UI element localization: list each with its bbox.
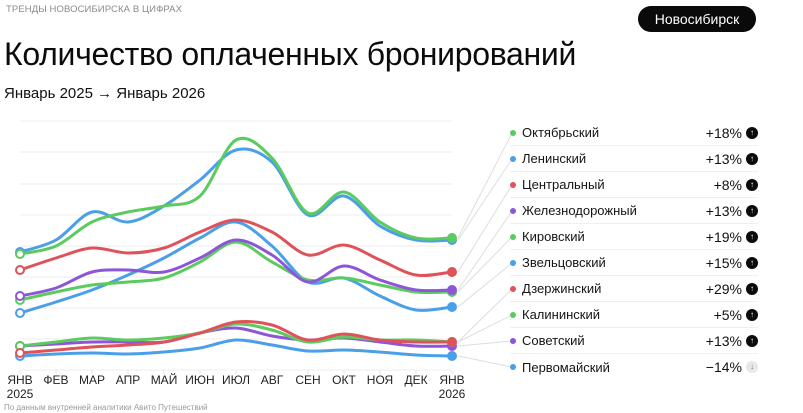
series-end-point xyxy=(447,285,457,295)
series-line xyxy=(18,136,454,256)
legend-item: Звельцовский +15% ↑ xyxy=(510,250,758,276)
legend-district-name: Ленинский xyxy=(522,151,587,166)
x-axis-label: ДЕК xyxy=(404,373,428,387)
legend-change-value: +13% xyxy=(705,332,742,349)
series-line xyxy=(18,218,454,277)
series-start-point xyxy=(15,348,25,358)
x-axis-label: АВГ xyxy=(260,373,284,387)
legend-color-dot xyxy=(510,311,516,318)
legend-item: Ленинский +13% ↑ xyxy=(510,146,758,172)
legend-connectors xyxy=(457,132,513,368)
page-title: Количество оплаченных бронирований xyxy=(4,36,577,72)
legend-color-dot xyxy=(510,181,516,188)
arrow-up-icon: ↑ xyxy=(746,178,758,191)
series-end-point xyxy=(447,233,457,243)
x-axis-label: ИЮН xyxy=(185,373,215,387)
legend-change-value: +8% xyxy=(713,176,742,193)
legend-item: Октябрьский +18% ↑ xyxy=(510,120,758,146)
legend-color-dot xyxy=(510,233,516,240)
x-axis-label: ОКТ xyxy=(332,373,356,387)
legend-color-dot xyxy=(510,155,516,162)
x-axis-label: АПР xyxy=(115,373,141,387)
legend-item: Советский +13% ↑ xyxy=(510,328,758,354)
city-selector-button[interactable]: Новосибирск xyxy=(638,6,756,32)
legend-item: Калининский +5% ↑ xyxy=(510,302,758,328)
arrow-up-icon: ↑ xyxy=(746,126,758,139)
arrow-down-icon: ↓ xyxy=(746,361,758,373)
legend-change-value: +13% xyxy=(705,150,742,167)
x-axis-ticks xyxy=(19,370,453,374)
legend-change-value: +19% xyxy=(705,228,742,245)
legend-district-name: Дзержинский xyxy=(522,281,602,296)
legend-district-name: Советский xyxy=(522,333,585,348)
series-end-point xyxy=(447,302,457,312)
legend-color-dot xyxy=(510,337,516,344)
x-axis-label: МАР xyxy=(78,373,105,387)
series-line xyxy=(18,147,454,254)
x-axis-label: ЯНВ 2025 xyxy=(6,373,34,401)
series-line xyxy=(18,319,454,355)
legend-color-dot xyxy=(510,364,516,370)
x-axis-label: ФЕВ xyxy=(43,373,69,387)
legend-district-name: Кировский xyxy=(522,229,585,244)
chart-series-lines xyxy=(18,136,454,358)
series-line xyxy=(18,240,454,302)
series-line xyxy=(18,238,454,298)
arrow-up-icon: ↑ xyxy=(746,204,758,217)
legend-district-name: Октябрьский xyxy=(522,125,600,140)
legend-item: Дзержинский +29% ↑ xyxy=(510,276,758,302)
legend-district-name: Центральный xyxy=(522,177,605,192)
arrow-up-icon: ↑ xyxy=(746,152,758,165)
x-axis-label: МАЙ xyxy=(150,373,178,387)
kicker-label: ТРЕНДЫ НОВОСИБИРСКА В ЦИФРАХ xyxy=(6,4,183,15)
arrow-up-icon: ↑ xyxy=(746,230,758,243)
series-line xyxy=(18,326,454,348)
x-axis-label: ЯНВ 2026 xyxy=(438,373,466,401)
legend-color-dot xyxy=(510,285,516,292)
series-start-point xyxy=(15,291,25,301)
series-start-point xyxy=(15,308,25,318)
series-line xyxy=(18,220,454,315)
legend-change-value: +15% xyxy=(705,254,742,271)
legend-district-name: Железнодорожный xyxy=(522,203,637,218)
arrow-up-icon: ↑ xyxy=(746,282,758,295)
legend-item: Кировский +19% ↑ xyxy=(510,224,758,250)
series-start-point xyxy=(15,249,25,259)
date-range: Январь 2025 → Январь 2026 xyxy=(4,85,206,102)
x-axis-label: СЕН xyxy=(295,373,321,387)
series-end-point xyxy=(447,351,457,361)
series-line xyxy=(18,338,454,358)
legend-item: Железнодорожный +13% ↑ xyxy=(510,198,758,224)
series-end-point xyxy=(447,337,457,347)
arrow-up-icon: ↑ xyxy=(746,334,758,347)
source-note: По данным внутренней аналитики Авито Пут… xyxy=(4,403,208,412)
legend-color-dot xyxy=(510,129,516,136)
legend-district-name: Первомайский xyxy=(522,359,610,375)
x-axis-label: ИЮЛ xyxy=(221,373,251,387)
chart-gridlines xyxy=(20,120,452,371)
legend-change-value: +29% xyxy=(705,280,742,297)
legend-color-dot xyxy=(510,207,516,214)
legend-change-value: +18% xyxy=(705,124,742,141)
series-end-point xyxy=(447,267,457,277)
arrow-up-icon: ↑ xyxy=(746,308,758,321)
legend-change-value: +13% xyxy=(705,202,742,219)
legend-district-name: Калининский xyxy=(522,307,600,322)
legend-change-value: +5% xyxy=(713,306,742,323)
arrow-up-icon: ↑ xyxy=(746,256,758,269)
x-axis-label: НОЯ xyxy=(366,373,394,387)
series-start-point xyxy=(15,265,25,275)
chart-endpoints xyxy=(15,233,457,361)
legend-change-value: −14% xyxy=(705,359,742,375)
legend-item: Центральный +8% ↑ xyxy=(510,172,758,198)
legend-district-name: Звельцовский xyxy=(522,255,606,270)
legend-item: Первомайский −14% ↓ xyxy=(510,354,758,380)
legend-color-dot xyxy=(510,259,516,266)
